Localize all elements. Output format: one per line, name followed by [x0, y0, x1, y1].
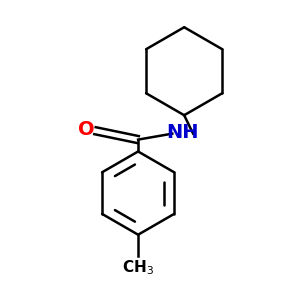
Text: CH$_3$: CH$_3$ — [122, 258, 154, 277]
Text: O: O — [78, 120, 95, 139]
Text: NH: NH — [167, 123, 199, 142]
